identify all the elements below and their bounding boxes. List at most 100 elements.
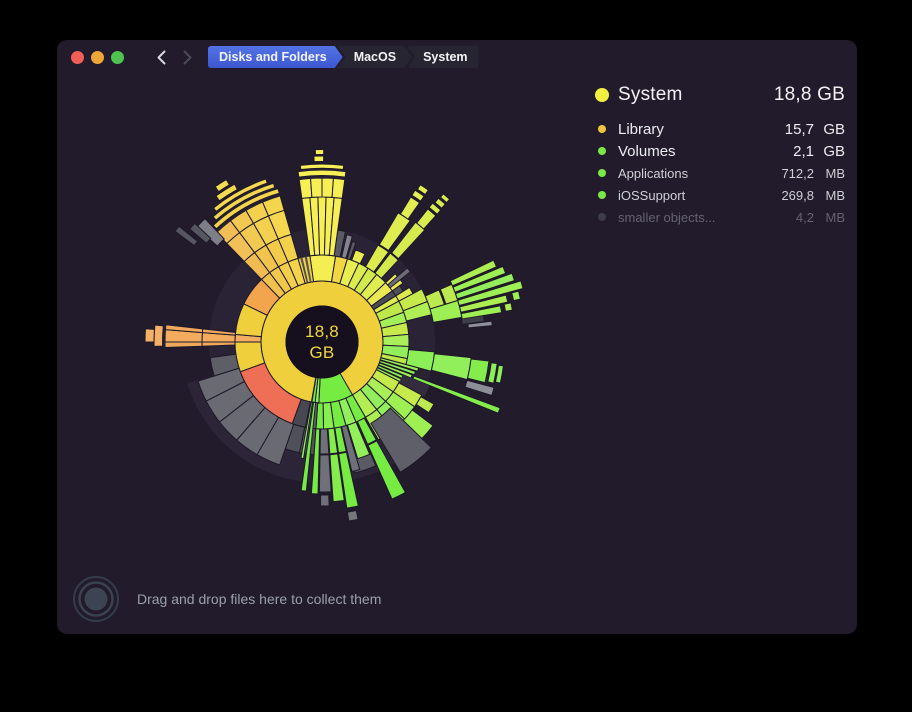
sunburst-segment[interactable] — [398, 374, 430, 397]
sunburst-segment[interactable] — [334, 426, 347, 454]
sunburst-segment[interactable] — [460, 305, 503, 320]
sunburst-segment[interactable] — [511, 290, 522, 302]
sunburst-segment[interactable] — [503, 302, 513, 312]
sunburst-segment[interactable] — [485, 361, 492, 384]
collector-dropzone[interactable]: Drag and drop files here to collect them — [71, 574, 381, 624]
sunburst-segment[interactable] — [327, 427, 339, 455]
sunburst-segment[interactable] — [370, 407, 433, 473]
sunburst-segment[interactable] — [318, 454, 332, 493]
minimize-window-button[interactable] — [91, 51, 104, 64]
sunburst-segment[interactable] — [340, 234, 353, 259]
sunburst-segment[interactable] — [356, 417, 377, 445]
sunburst-segment[interactable] — [467, 320, 493, 329]
legend-row[interactable]: Applications 712,2 MB — [595, 162, 845, 184]
sunburst-segment[interactable] — [386, 267, 412, 289]
sunburst-segment[interactable] — [261, 195, 285, 217]
sunburst-segment[interactable] — [374, 252, 400, 280]
sunburst-segment[interactable] — [329, 453, 345, 503]
sunburst-segment[interactable] — [464, 379, 495, 397]
sunburst-segment[interactable] — [439, 193, 451, 204]
sunburst-segment[interactable] — [212, 182, 276, 221]
legend-row[interactable]: Library 15,7 GB — [595, 118, 845, 140]
sunburst-segment[interactable] — [367, 440, 407, 500]
sunburst-segment[interactable] — [298, 177, 313, 199]
sunburst-segment[interactable] — [299, 163, 345, 171]
sunburst-segment[interactable] — [216, 183, 268, 213]
sunburst-segment[interactable] — [320, 494, 330, 507]
sunburst-segment[interactable] — [188, 222, 212, 244]
sunburst-segment[interactable] — [310, 177, 323, 198]
legend-row[interactable]: Volumes 2,1 GB — [595, 140, 845, 162]
back-button[interactable] — [154, 49, 170, 66]
sunburst-segment[interactable] — [454, 272, 516, 300]
sunburst-segment[interactable] — [331, 177, 346, 199]
sunburst-segment[interactable] — [351, 249, 366, 265]
sunburst-segment[interactable] — [415, 396, 435, 414]
sunburst-segment[interactable] — [321, 177, 334, 198]
sunburst-segment[interactable] — [297, 169, 347, 178]
sunburst-segment[interactable] — [457, 280, 524, 307]
sunburst-segment[interactable] — [346, 509, 359, 522]
sunburst-segment[interactable] — [310, 428, 321, 495]
sunburst-segment[interactable] — [153, 324, 164, 347]
sunburst-segment[interactable] — [430, 353, 472, 381]
sunburst-segment[interactable] — [338, 451, 359, 509]
sunburst-segment[interactable] — [209, 353, 240, 377]
sunburst-segment[interactable] — [377, 362, 413, 379]
sunburst-segment[interactable] — [201, 341, 236, 347]
sunburst-segment[interactable] — [379, 357, 420, 372]
sunburst-segment[interactable] — [340, 424, 361, 473]
sunburst-segment[interactable] — [214, 178, 231, 193]
close-window-button[interactable] — [71, 51, 84, 64]
sunburst-segment[interactable] — [429, 299, 463, 323]
sunburst-segment[interactable] — [314, 149, 325, 156]
sunburst-segment[interactable] — [164, 341, 203, 348]
sunburst-segment[interactable] — [434, 197, 447, 209]
sunburst-segment[interactable] — [494, 364, 504, 384]
sunburst-segment[interactable] — [216, 193, 281, 231]
sunburst-segment[interactable] — [466, 358, 490, 384]
breadcrumb-system[interactable]: System — [407, 46, 479, 68]
legend-row-smaller-objects[interactable]: smaller objects... 4,2 MB — [595, 206, 845, 228]
legend-row-unit: MB — [825, 209, 846, 225]
sunburst-segment[interactable] — [300, 257, 309, 283]
forward-button[interactable] — [179, 49, 195, 66]
sunburst-segment[interactable] — [174, 225, 199, 247]
sunburst-segment[interactable] — [304, 256, 312, 283]
sunburst-segment[interactable] — [415, 208, 437, 230]
sunburst-segment[interactable] — [144, 328, 156, 343]
sunburst-segment[interactable] — [462, 315, 484, 324]
breadcrumb-macos[interactable]: MacOS — [338, 46, 412, 68]
sunburst-segment[interactable] — [487, 362, 498, 384]
sunburst-segment[interactable] — [215, 183, 239, 202]
sunburst-segment[interactable] — [428, 202, 442, 215]
sunburst-segment[interactable] — [399, 196, 421, 220]
sunburst-segment[interactable] — [319, 428, 330, 455]
legend-row[interactable]: iOSSupport 269,8 MB — [595, 184, 845, 206]
legend-row-value: 15,7 — [784, 120, 814, 138]
sunburst-segment[interactable] — [364, 244, 390, 273]
sunburst-segment[interactable] — [298, 175, 346, 180]
sunburst-segment[interactable] — [449, 259, 498, 287]
sunburst-segment[interactable] — [212, 188, 280, 230]
sunburst-segment[interactable] — [416, 184, 430, 196]
sunburst-segment[interactable] — [452, 265, 507, 293]
sunburst-segment[interactable] — [300, 401, 317, 492]
disk-usage-sunburst-chart[interactable] — [57, 40, 857, 634]
sunburst-segment[interactable] — [458, 294, 509, 313]
sunburst-segment[interactable] — [313, 155, 325, 163]
sunburst-segment[interactable] — [346, 421, 371, 460]
zoom-window-button[interactable] — [111, 51, 124, 64]
sunburst-segment[interactable] — [216, 187, 276, 222]
sunburst-segment[interactable] — [346, 240, 357, 261]
sunburst-segment[interactable] — [382, 333, 410, 348]
sunburst-segment[interactable] — [378, 359, 417, 376]
chevron-right-icon — [183, 50, 192, 65]
sunburst-center-hole — [285, 305, 359, 379]
legend-header[interactable]: System 18,8 GB — [595, 81, 845, 109]
sunburst-segment[interactable] — [212, 178, 268, 213]
sunburst-segment[interactable] — [411, 189, 425, 202]
breadcrumb-disks-and-folders[interactable]: Disks and Folders — [208, 46, 343, 68]
sunburst-segment[interactable] — [300, 401, 314, 460]
sunburst-segment[interactable] — [195, 217, 225, 247]
